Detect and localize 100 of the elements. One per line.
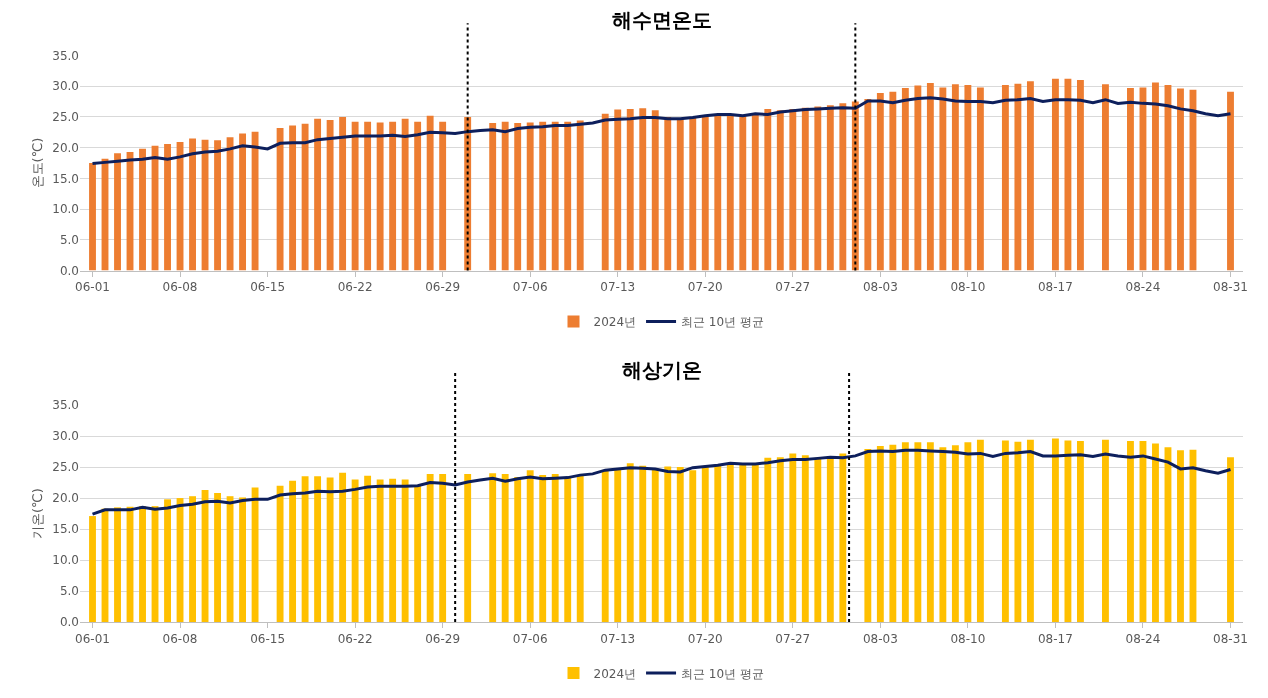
bar (314, 476, 322, 623)
y-tick-label: 0.0 (59, 263, 79, 278)
y-tick-label: 10.0 (52, 202, 79, 217)
bar (289, 125, 297, 271)
bar (276, 127, 284, 271)
bar (676, 118, 684, 271)
bar (114, 507, 121, 623)
bar (1152, 82, 1159, 271)
bar (189, 138, 196, 271)
bar (1102, 84, 1109, 271)
x-tick-label: 08-10 (950, 631, 986, 646)
chart-title: 해상기온 (622, 358, 702, 382)
bar (939, 447, 947, 623)
x-tick-label: 06-29 (425, 631, 461, 646)
x-tick-label: 07-13 (600, 279, 636, 294)
bar (1177, 88, 1184, 271)
bar (1152, 443, 1159, 623)
bar (426, 473, 434, 623)
y-tick-label: 25.0 (52, 110, 79, 125)
bar (839, 453, 847, 623)
bar (214, 493, 221, 623)
x-tick-label: 06-01 (75, 631, 110, 646)
bar (414, 121, 422, 271)
bar (914, 442, 922, 623)
bar (401, 118, 409, 271)
bar (701, 466, 709, 623)
bar (414, 485, 422, 623)
x-tick-label: 08-03 (862, 279, 898, 294)
bar (639, 465, 647, 623)
bar (1001, 440, 1009, 623)
bar (551, 473, 559, 623)
bar (901, 442, 909, 623)
bar (1076, 441, 1084, 623)
x-tick-label: 08-24 (1125, 279, 1161, 294)
chart-title: 해수면온도 (612, 8, 712, 32)
bar (639, 108, 647, 271)
bar (976, 87, 984, 271)
x-tick-label: 08-31 (1213, 631, 1248, 646)
bar (489, 123, 497, 271)
bar (651, 469, 659, 623)
bar (339, 472, 347, 623)
bar (926, 83, 934, 271)
bar (626, 108, 634, 271)
legend-label: 최근 10년 평균 (681, 666, 764, 681)
bar (89, 516, 96, 623)
bar (601, 113, 609, 271)
bar (751, 113, 759, 271)
bar (726, 115, 734, 271)
x-tick-label: 07-06 (512, 631, 548, 646)
bar (564, 121, 572, 271)
bar (626, 463, 634, 623)
bar (789, 453, 797, 623)
bar (1064, 440, 1072, 623)
y-tick-label: 35.0 (52, 398, 79, 413)
bar (814, 457, 822, 623)
bar (339, 116, 347, 271)
x-tick-label: 08-24 (1125, 631, 1161, 646)
bar (1102, 439, 1109, 623)
bar (1127, 88, 1134, 271)
bar (701, 116, 709, 271)
bar (164, 143, 171, 271)
bar (189, 496, 196, 623)
bar (964, 442, 972, 623)
bar (789, 108, 797, 271)
y-tick-label: 15.0 (52, 522, 79, 537)
bar (251, 487, 259, 623)
bar (389, 121, 397, 271)
y-tick-label: 10.0 (52, 553, 79, 568)
bar (364, 475, 372, 623)
bar (89, 162, 96, 271)
bar (764, 457, 772, 623)
bar (276, 485, 284, 623)
bar (601, 470, 609, 623)
bar (114, 153, 121, 271)
bar (876, 445, 884, 623)
bar (889, 91, 897, 271)
y-tick-label: 5.0 (59, 584, 79, 599)
bar (614, 109, 622, 271)
y-tick-label: 30.0 (52, 429, 79, 444)
x-tick-label: 06-08 (162, 279, 198, 294)
bar (939, 87, 947, 271)
bar (251, 131, 259, 271)
bar (364, 121, 372, 271)
bar (514, 123, 522, 271)
bar (401, 479, 409, 623)
bar (1026, 81, 1034, 271)
bar (514, 476, 522, 623)
x-tick-label: 06-15 (250, 631, 286, 646)
bar (326, 119, 334, 271)
bar (651, 110, 659, 271)
bar (864, 99, 872, 271)
bar (239, 497, 247, 623)
x-tick-label: 07-06 (512, 279, 548, 294)
bar (1227, 91, 1234, 271)
bar (951, 445, 959, 623)
x-tick-label: 08-03 (862, 631, 898, 646)
bar (914, 85, 922, 271)
bar (226, 496, 234, 623)
y-axis-title: 기온(℃) (30, 488, 46, 539)
x-tick-label: 08-17 (1037, 279, 1073, 294)
